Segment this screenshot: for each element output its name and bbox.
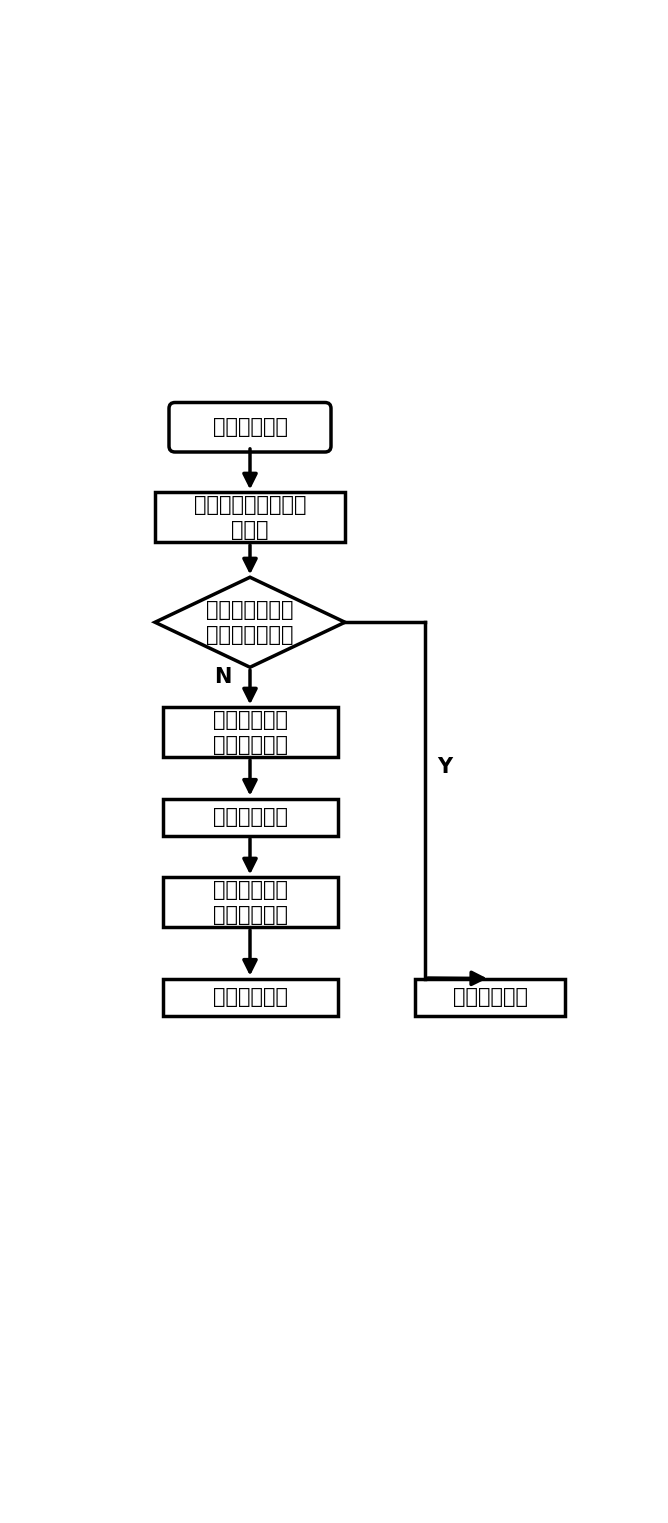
Text: 返回成功结果: 返回成功结果: [212, 987, 287, 1007]
Bar: [155, 492, 345, 542]
Text: 返回失败结果: 返回失败结果: [452, 987, 528, 1007]
Text: Y: Y: [438, 757, 452, 777]
Text: 添加当前业务
期间的控制锁: 添加当前业务 期间的控制锁: [212, 710, 287, 755]
Bar: [162, 877, 337, 928]
Polygon shape: [155, 577, 345, 667]
Bar: [415, 978, 565, 1016]
FancyBboxPatch shape: [169, 402, 331, 452]
Text: 是否存在当前业
务期间的控制锁: 是否存在当前业 务期间的控制锁: [206, 600, 294, 644]
Bar: [162, 707, 337, 757]
Text: N: N: [214, 667, 231, 687]
Bar: [162, 798, 337, 836]
Text: 删除当前业务
期间的控制锁: 删除当前业务 期间的控制锁: [212, 880, 287, 924]
Text: 执行还款操作: 执行还款操作: [212, 807, 287, 827]
Text: 接收还款请求: 接收还款请求: [212, 417, 287, 437]
Bar: [162, 978, 337, 1016]
Text: 检查当前业务期间的
控制锁: 检查当前业务期间的 控制锁: [194, 495, 306, 539]
